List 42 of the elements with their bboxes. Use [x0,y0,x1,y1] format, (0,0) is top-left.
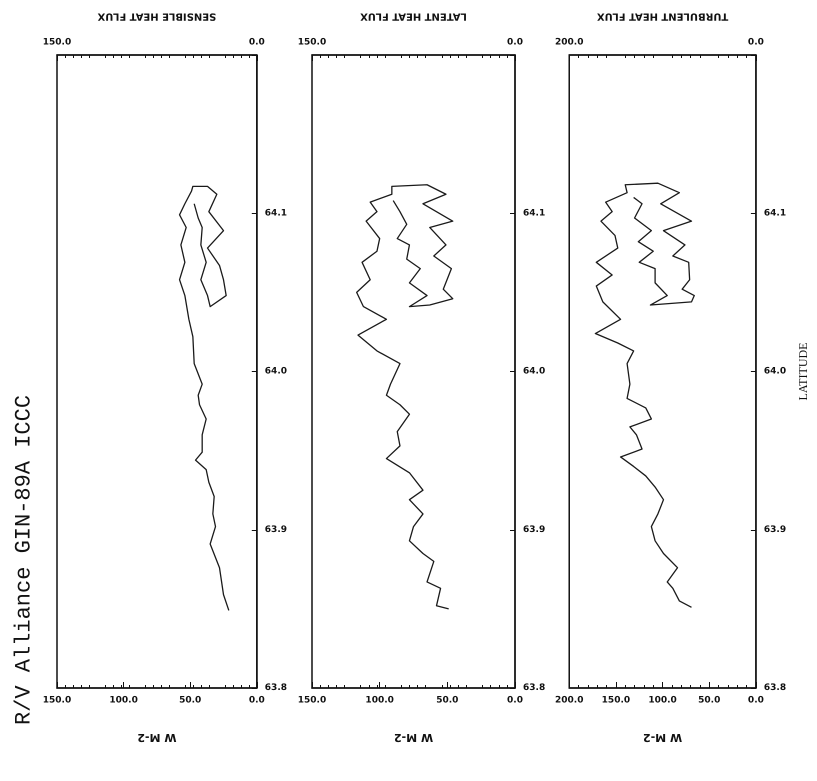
y-tick-label: 64.1 [764,208,786,218]
x-tick-label: 150.0 [602,696,630,706]
y-tick-label: 63.9 [764,524,786,535]
x2-axis-title: SENSIBLE HEAT FLUX [97,10,216,22]
x2-axis-title: TURBULENT HEAT FLUX [596,10,728,22]
x-tick-label: 150.0 [298,696,326,706]
line-series [178,186,230,612]
y-tick-label: 63.9 [523,524,546,535]
x-tick-label: 50.0 [179,696,202,706]
x-tick-label: 200.0 [555,696,584,706]
text: R/V Alliance GIN-89A ICCC [12,394,36,726]
y-tick-label: 64.0 [523,366,546,376]
x-tick-label: 100.0 [648,696,677,706]
x-axis-title: W M-2 [137,731,176,744]
x-tick-label: 100.0 [109,696,138,706]
line-series [594,182,695,608]
y-tick-label: 64.0 [764,366,786,376]
x2-axis-title: LATENT HEAT FLUX [360,10,467,22]
line-series [356,184,454,610]
x2-tick-label: 0.0 [248,38,265,48]
y-tick-label: 64.1 [523,208,546,218]
y-tick-label: 63.8 [523,683,546,693]
x2-tick-label: 150.0 [42,38,72,48]
x-axis-title: W M-2 [642,731,682,744]
x-tick-label: 0.0 [248,696,265,706]
x2-tick-label: 0.0 [748,38,764,48]
x-tick-label: 100.0 [365,696,394,706]
y-tick-label: 63.9 [264,524,288,535]
y-tick-label: 64.1 [264,208,288,218]
y-axis-title: LATITUDE [796,342,810,400]
x2-tick-label: 0.0 [507,38,523,48]
x-tick-label: 50.0 [698,696,720,706]
y-tick-label: 63.8 [764,683,786,693]
x-tick-label: 0.0 [748,696,764,706]
y-tick-label: 63.8 [264,683,288,693]
y-tick-label: 64.0 [264,366,288,376]
x2-tick-label: 150.0 [298,38,326,48]
x-tick-label: 50.0 [436,696,458,706]
x2-tick-label: 200.0 [555,38,584,48]
x-axis-title: W M-2 [394,731,434,744]
x-tick-label: 150.0 [42,696,72,706]
x-tick-label: 0.0 [507,696,523,706]
